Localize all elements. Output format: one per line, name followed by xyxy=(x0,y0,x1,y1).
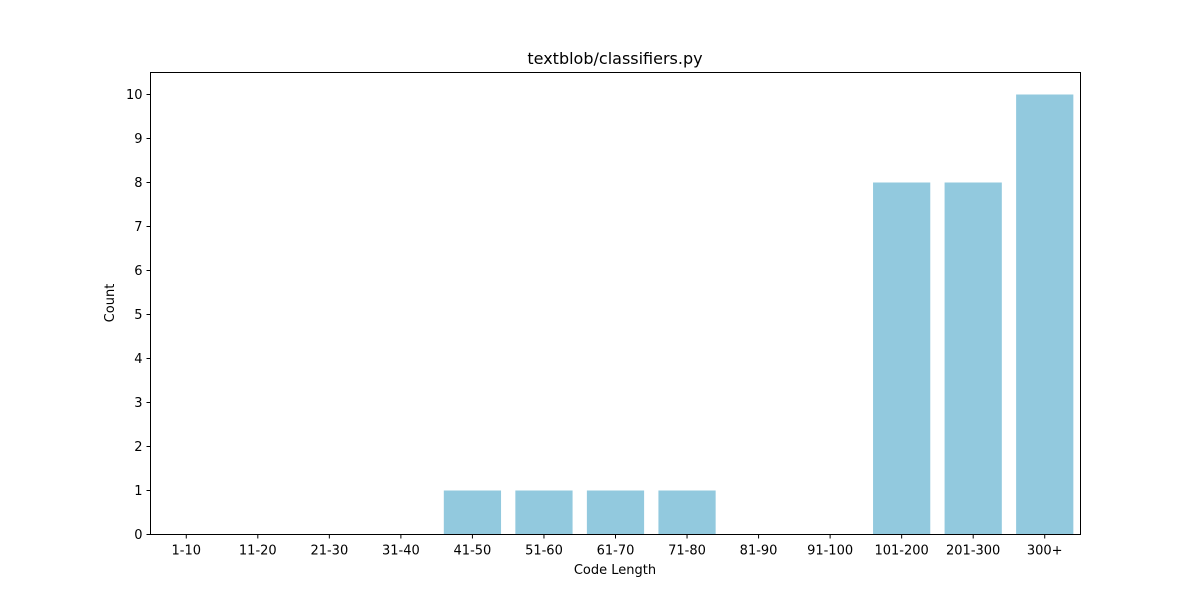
bar-61-70 xyxy=(586,490,645,535)
x-tick-label: 1-10 xyxy=(172,544,202,559)
x-tick-label: 91-100 xyxy=(807,544,853,559)
plot-frame xyxy=(150,72,1081,535)
x-tick-label: 201-300 xyxy=(946,544,1000,559)
x-tick-label: 31-40 xyxy=(382,544,420,559)
y-tick-label: 8 xyxy=(134,176,142,191)
x-tick-label: 21-30 xyxy=(310,544,348,559)
x-tick-label: 51-60 xyxy=(525,544,563,559)
x-tick-label: 81-90 xyxy=(740,544,778,559)
y-tick-label: 3 xyxy=(134,396,142,411)
y-tick-label: 1 xyxy=(134,484,142,499)
x-tick-label: 61-70 xyxy=(597,544,635,559)
x-tick-label: 41-50 xyxy=(454,544,492,559)
bar-51-60 xyxy=(515,490,573,535)
x-axis-ticks: 1-10 11-20 21-30 31-40 41-50 51-60 61-70 71-80 8… xyxy=(172,534,1063,559)
bar-201-300 xyxy=(944,182,1002,535)
x-tick-label: 101-200 xyxy=(874,544,928,559)
chart-title: textblob/classifiers.py xyxy=(527,49,702,68)
y-tick-label: 2 xyxy=(134,440,142,455)
y-tick-label: 0 xyxy=(134,528,142,543)
bar-71-80 xyxy=(658,490,716,535)
y-axis-label: Count xyxy=(103,284,118,323)
bar-101-200 xyxy=(873,182,931,535)
y-tick-label: 10 xyxy=(126,88,143,103)
x-tick-label: 71-80 xyxy=(668,544,706,559)
bar-300+ xyxy=(1016,94,1074,535)
y-tick-label: 7 xyxy=(134,220,142,235)
y-axis-ticks: 0 1 2 3 4 5 6 7 8 9 10 xyxy=(126,88,151,543)
y-tick-label: 4 xyxy=(134,352,142,367)
x-tick-label: 300+ xyxy=(1027,544,1063,559)
y-tick-label: 9 xyxy=(134,132,142,147)
x-tick-label: 11-20 xyxy=(239,544,277,559)
y-tick-label: 5 xyxy=(134,308,142,323)
bars-group xyxy=(443,94,1074,535)
bar-41-50 xyxy=(443,490,502,535)
y-tick-label: 6 xyxy=(134,264,142,279)
x-axis-label: Code Length xyxy=(574,563,656,578)
